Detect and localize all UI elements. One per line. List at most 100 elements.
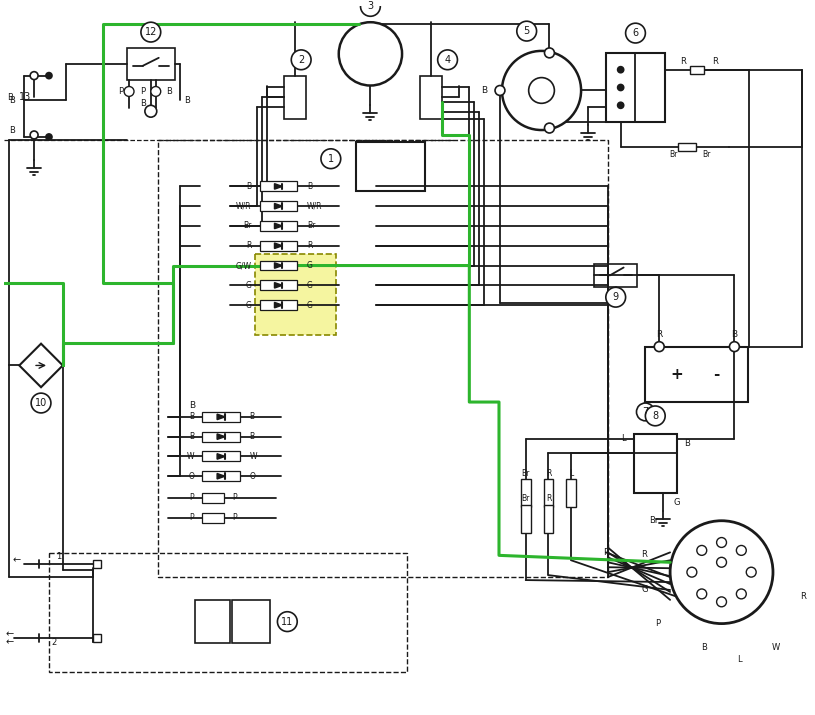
Text: B: B bbox=[481, 86, 487, 95]
Bar bbox=[158, 140, 608, 577]
Text: 2: 2 bbox=[51, 638, 56, 647]
Text: O: O bbox=[249, 472, 256, 480]
Circle shape bbox=[529, 78, 554, 104]
Text: 13: 13 bbox=[20, 92, 32, 102]
Circle shape bbox=[291, 50, 311, 69]
Circle shape bbox=[618, 102, 623, 108]
Polygon shape bbox=[275, 302, 282, 308]
Circle shape bbox=[606, 287, 626, 307]
Circle shape bbox=[495, 86, 505, 95]
Circle shape bbox=[124, 87, 134, 97]
Bar bbox=[260, 260, 297, 270]
Bar bbox=[521, 505, 531, 533]
Text: ←: ← bbox=[6, 629, 13, 639]
Text: Br: Br bbox=[650, 516, 659, 526]
Circle shape bbox=[697, 546, 707, 556]
Text: 1: 1 bbox=[56, 552, 61, 561]
Polygon shape bbox=[275, 204, 282, 209]
Circle shape bbox=[544, 123, 554, 133]
Text: ←: ← bbox=[12, 556, 20, 566]
Circle shape bbox=[618, 66, 623, 73]
Bar bbox=[355, 142, 425, 192]
Circle shape bbox=[747, 567, 756, 577]
Text: 8: 8 bbox=[652, 411, 659, 421]
Circle shape bbox=[46, 134, 52, 140]
Circle shape bbox=[151, 87, 161, 97]
Text: P: P bbox=[603, 548, 609, 557]
Circle shape bbox=[46, 73, 52, 79]
Bar bbox=[521, 479, 531, 507]
Circle shape bbox=[438, 50, 457, 69]
Text: W: W bbox=[187, 452, 194, 461]
Text: G: G bbox=[246, 300, 252, 310]
Text: R: R bbox=[680, 57, 686, 66]
Circle shape bbox=[670, 521, 773, 623]
Circle shape bbox=[716, 538, 726, 548]
Polygon shape bbox=[275, 223, 282, 229]
Text: G: G bbox=[246, 281, 252, 290]
Polygon shape bbox=[217, 473, 225, 479]
Text: B: B bbox=[249, 413, 255, 421]
Text: P: P bbox=[232, 513, 236, 522]
Circle shape bbox=[737, 546, 747, 556]
Text: P: P bbox=[190, 513, 194, 522]
Text: 12: 12 bbox=[144, 27, 157, 37]
Text: B: B bbox=[189, 432, 194, 441]
Bar bbox=[645, 347, 748, 402]
Circle shape bbox=[618, 84, 623, 91]
Bar bbox=[49, 553, 407, 672]
Bar bbox=[689, 66, 703, 74]
Circle shape bbox=[716, 557, 726, 567]
Bar bbox=[260, 300, 297, 310]
Circle shape bbox=[544, 48, 554, 58]
Bar bbox=[566, 479, 576, 507]
Polygon shape bbox=[275, 243, 282, 249]
Text: 6: 6 bbox=[632, 28, 639, 38]
Text: ←: ← bbox=[6, 637, 13, 647]
Text: P: P bbox=[119, 87, 124, 96]
Text: -: - bbox=[713, 367, 720, 382]
Bar bbox=[202, 412, 240, 422]
Text: L: L bbox=[569, 469, 573, 478]
Text: Br: Br bbox=[244, 222, 252, 230]
Text: Br: Br bbox=[703, 150, 711, 159]
Text: P: P bbox=[140, 87, 145, 96]
Polygon shape bbox=[275, 184, 282, 189]
Bar bbox=[678, 143, 696, 151]
Text: R: R bbox=[711, 57, 717, 66]
Text: B: B bbox=[731, 330, 738, 340]
Text: G: G bbox=[641, 586, 648, 594]
Bar bbox=[260, 280, 297, 290]
Text: W: W bbox=[249, 452, 258, 461]
Polygon shape bbox=[217, 454, 225, 459]
Polygon shape bbox=[217, 414, 225, 420]
Text: R: R bbox=[307, 241, 312, 250]
Text: B: B bbox=[184, 96, 191, 105]
Text: 7: 7 bbox=[642, 407, 649, 417]
Circle shape bbox=[141, 22, 161, 42]
Text: B: B bbox=[249, 432, 255, 441]
Bar bbox=[260, 182, 297, 192]
Text: B: B bbox=[247, 182, 252, 191]
Circle shape bbox=[145, 105, 156, 117]
Text: B: B bbox=[701, 643, 707, 652]
Circle shape bbox=[654, 342, 664, 352]
Text: R: R bbox=[641, 550, 647, 559]
Polygon shape bbox=[217, 434, 225, 440]
Bar bbox=[127, 48, 174, 79]
Bar bbox=[232, 600, 270, 644]
Text: G: G bbox=[307, 261, 313, 270]
Bar bbox=[260, 221, 297, 231]
Circle shape bbox=[729, 342, 739, 352]
Text: 9: 9 bbox=[613, 292, 619, 302]
Bar bbox=[284, 76, 306, 119]
Text: G/W: G/W bbox=[236, 261, 252, 270]
Text: G: G bbox=[307, 281, 313, 290]
Text: W: W bbox=[772, 643, 780, 652]
Circle shape bbox=[687, 567, 697, 577]
Text: 11: 11 bbox=[281, 616, 293, 626]
Bar bbox=[544, 505, 553, 533]
Text: 5: 5 bbox=[523, 26, 530, 36]
Text: W/R: W/R bbox=[236, 202, 252, 211]
Text: Br: Br bbox=[669, 150, 677, 159]
